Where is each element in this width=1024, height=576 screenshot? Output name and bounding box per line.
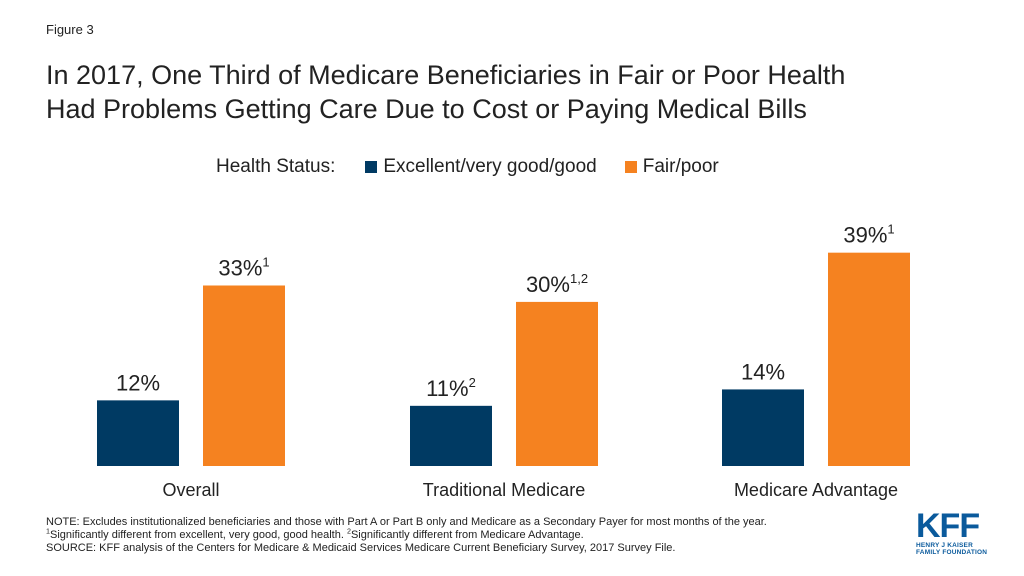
- footnote-2-marker: 2: [346, 527, 351, 536]
- legend-item-excellent: Excellent/very good/good: [365, 156, 597, 178]
- data-label-overall-excellent: 12%: [116, 370, 160, 395]
- chart-title: In 2017, One Third of Medicare Beneficia…: [46, 58, 986, 126]
- note-text: NOTE: Excludes institutionalized benefic…: [46, 516, 767, 528]
- chart-legend: Health Status: Excellent/very good/good …: [216, 156, 747, 178]
- bar-traditional-medicare-excellent: [410, 405, 492, 466]
- category-label-medicare-advantage: Medicare Advantage: [734, 480, 898, 500]
- chart-title-line-1: In 2017, One Third of Medicare Beneficia…: [46, 60, 846, 90]
- legend-label: Health Status:: [216, 156, 336, 177]
- bar-medicare-advantage-excellent: [722, 389, 804, 466]
- legend-text-fair-poor: Fair/poor: [642, 156, 719, 177]
- footnotes: 1Significantly different from excellent,…: [46, 527, 906, 542]
- kff-logo-mark: KFF: [916, 507, 980, 545]
- bar-overall-fair-poor: [203, 285, 285, 466]
- data-label-overall-fair-poor: 33%1: [218, 254, 269, 280]
- kff-logo-line-1: HENRY J KAISER: [916, 542, 973, 549]
- footnote-1-marker: 1: [46, 527, 50, 536]
- data-label-medicare-advantage-fair-poor: 39%1: [843, 222, 894, 248]
- chart-notes: NOTE: Excludes institutionalized benefic…: [46, 516, 906, 555]
- source-text: SOURCE: KFF analysis of the Centers for …: [46, 542, 676, 554]
- legend-swatch-fair-poor: [624, 161, 637, 173]
- kff-logo: KFF HENRY J KAISER FAMILY FOUNDATION: [916, 507, 994, 556]
- legend-swatch-excellent: [365, 161, 378, 173]
- chart-title-line-2: Had Problems Getting Care Due to Cost or…: [46, 94, 807, 124]
- bar-overall-excellent: [97, 400, 179, 466]
- data-label-medicare-advantage-excellent: 14%: [741, 359, 785, 384]
- footnote-2-text: Significantly different from Medicare Ad…: [350, 529, 584, 541]
- data-label-traditional-medicare-excellent: 11%2: [426, 375, 476, 401]
- bar-medicare-advantage-fair-poor: [828, 252, 910, 466]
- category-label-traditional-medicare: Traditional Medicare: [423, 480, 585, 500]
- bar-traditional-medicare-fair-poor: [516, 301, 598, 466]
- legend-item-fair-poor: Fair/poor: [624, 156, 719, 178]
- footnote-1-text: Significantly different from excellent, …: [49, 529, 344, 541]
- legend-text-excellent: Excellent/very good/good: [383, 156, 597, 177]
- data-label-traditional-medicare-fair-poor: 30%1,2: [526, 271, 588, 297]
- category-label-overall: Overall: [162, 480, 219, 500]
- kff-logo-line-2: FAMILY FOUNDATION: [916, 549, 988, 556]
- figure-label: Figure 3: [46, 22, 94, 37]
